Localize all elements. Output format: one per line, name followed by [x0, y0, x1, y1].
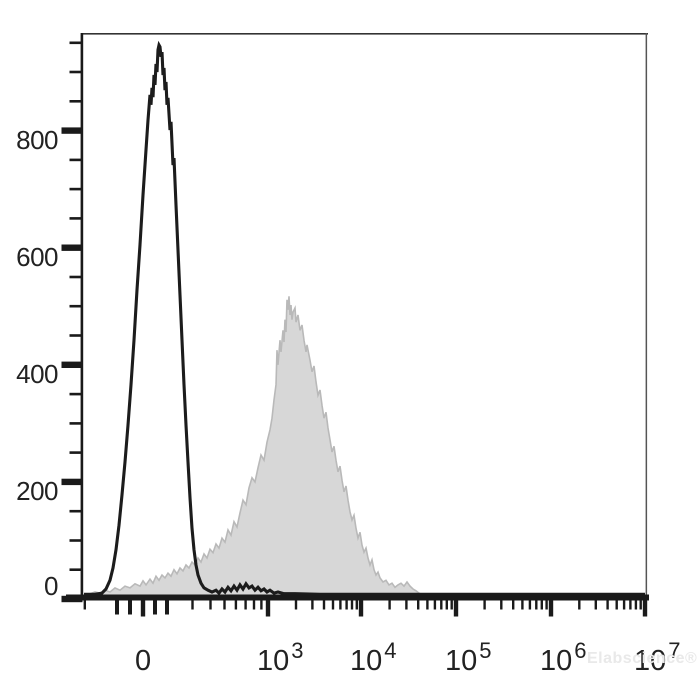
- x-tick-exponent: 3: [291, 638, 304, 663]
- x-tick-exponent: 5: [479, 638, 492, 663]
- black-histogram-series: [84, 40, 645, 596]
- y-axis-ticks: [61, 41, 83, 603]
- y-tick-label: 800: [16, 125, 58, 155]
- x-tick-label: 0: [135, 645, 152, 677]
- watermark-text: Elabscience®: [587, 650, 698, 667]
- x-tick-exponent: 6: [574, 638, 587, 663]
- y-tick-label: 200: [16, 476, 58, 506]
- y-tick-label: 400: [16, 359, 58, 389]
- x-tick-label: 107: [634, 638, 681, 677]
- x-tick-label: 106: [540, 638, 587, 677]
- x-tick-label: 103: [257, 638, 304, 677]
- x-axis-ticks: [83, 600, 648, 617]
- plot-frame: [66, 33, 649, 601]
- x-tick-exponent: 7: [668, 638, 681, 663]
- gray-histogram-series: [83, 296, 646, 600]
- y-tick-label: 600: [16, 242, 58, 272]
- y-tick-label: 0: [44, 571, 58, 601]
- x-tick-label: 104: [350, 638, 397, 677]
- x-tick-label: 105: [445, 638, 492, 677]
- x-tick-exponent: 4: [384, 638, 397, 663]
